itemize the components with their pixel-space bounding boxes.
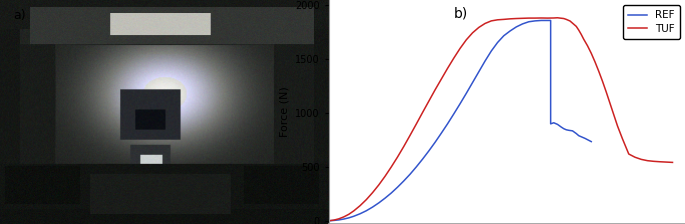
Text: b): b)	[453, 7, 468, 21]
REF	[335, 219, 343, 221]
REF	[499, 34, 508, 37]
REF	[356, 212, 364, 215]
REF	[506, 30, 514, 32]
REF	[399, 180, 408, 182]
TUF	[669, 161, 677, 164]
REF	[587, 140, 595, 143]
REF	[340, 218, 348, 220]
REF	[487, 50, 495, 52]
REF	[537, 19, 545, 22]
REF	[369, 206, 377, 209]
REF	[525, 20, 533, 23]
REF	[329, 219, 338, 222]
REF	[564, 129, 573, 132]
REF	[406, 173, 414, 176]
REF	[381, 197, 389, 200]
REF	[387, 192, 395, 194]
REF	[493, 41, 501, 44]
TUF	[643, 159, 651, 162]
REF	[562, 128, 571, 131]
REF	[425, 150, 433, 152]
REF	[462, 92, 471, 95]
REF	[325, 220, 333, 222]
REF	[543, 19, 551, 22]
REF	[469, 81, 477, 84]
TUF	[419, 111, 427, 114]
REF	[437, 132, 445, 135]
REF	[553, 123, 562, 126]
REF	[575, 134, 583, 137]
REF	[375, 202, 383, 204]
Text: a): a)	[13, 9, 26, 22]
REF	[345, 217, 353, 219]
Legend: REF, TUF: REF, TUF	[623, 5, 680, 39]
TUF	[493, 18, 501, 21]
REF	[512, 26, 521, 28]
REF	[349, 215, 358, 218]
REF	[419, 158, 427, 161]
Y-axis label: Force (N): Force (N)	[279, 87, 290, 137]
REF	[519, 23, 527, 25]
TUF	[325, 220, 333, 222]
REF	[531, 19, 539, 22]
REF	[443, 123, 451, 125]
REF	[547, 123, 555, 125]
REF	[431, 141, 439, 144]
Line: TUF: TUF	[329, 18, 673, 221]
TUF	[349, 209, 358, 212]
TUF	[599, 80, 607, 83]
REF	[456, 102, 464, 105]
REF	[449, 113, 458, 115]
REF	[481, 60, 489, 62]
REF	[393, 186, 401, 189]
REF	[475, 71, 483, 73]
REF	[581, 137, 589, 140]
REF	[569, 129, 577, 132]
TUF	[553, 16, 562, 19]
TUF	[443, 67, 451, 70]
REF	[412, 166, 421, 168]
REF	[362, 209, 371, 212]
Line: REF: REF	[329, 20, 591, 221]
REF	[549, 121, 558, 124]
REF	[557, 126, 565, 128]
REF	[560, 127, 568, 130]
REF	[547, 19, 555, 22]
REF	[572, 132, 580, 135]
